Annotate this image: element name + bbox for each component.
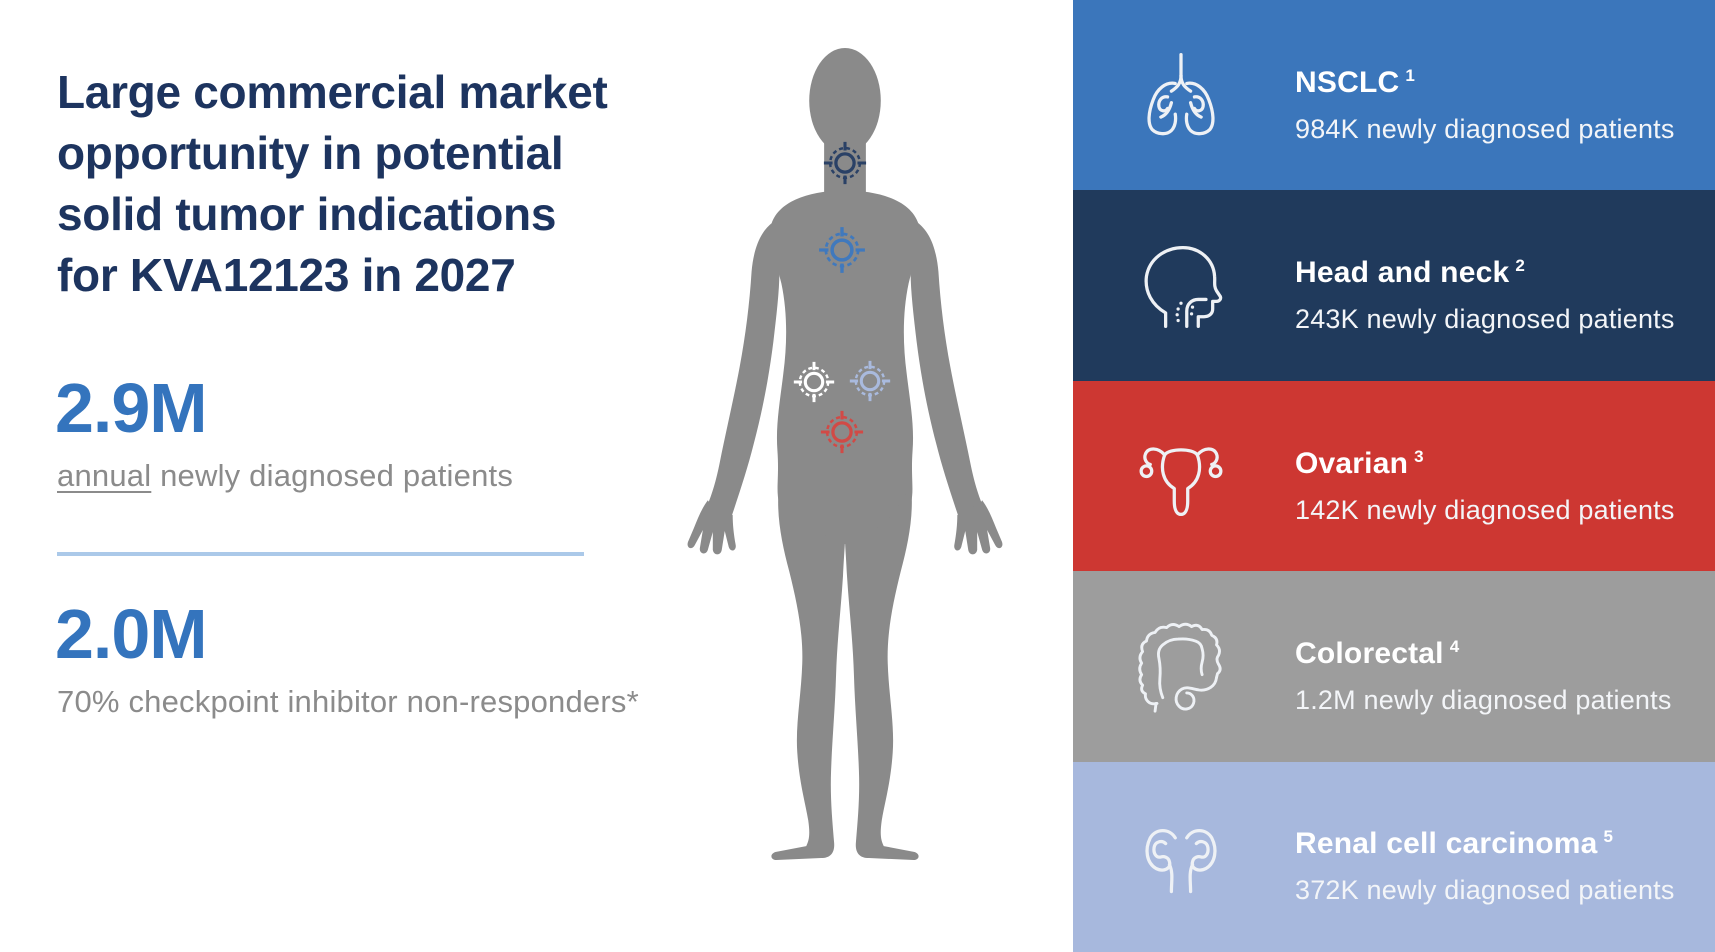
indication-panel: NSCLC 1 984K newly diagnosed patients Hea…: [1073, 0, 1715, 952]
stat-nonresponders-label: 70% checkpoint inhibitor non-responders*: [57, 684, 639, 719]
human-body-silhouette: [687, 47, 1003, 860]
indication-text: Head and neck 2 243K newly diagnosed pati…: [1295, 236, 1675, 335]
indication-name: Head and neck 2: [1295, 256, 1525, 290]
lungs-icon: [1133, 35, 1229, 155]
page-title-line: solid tumor indications: [57, 188, 557, 240]
page-title-line: opportunity in potential: [57, 127, 564, 179]
head-throat-icon: [1133, 226, 1229, 346]
footnote-marker: 3: [1414, 446, 1424, 466]
indication-text: NSCLC 1 984K newly diagnosed patients: [1295, 46, 1675, 145]
footnote-marker: 4: [1449, 636, 1460, 656]
indication-text: Renal cell carcinoma 5 372K newly diagnos…: [1295, 807, 1675, 906]
page-title: Large commercial market opportunity in p…: [57, 62, 608, 306]
footnote-marker: 5: [1603, 827, 1614, 847]
annual-underlined-word: annual: [57, 458, 152, 493]
stat-nonresponders: 2.0M: [55, 595, 208, 673]
indication-band-renal: Renal cell carcinoma 5 372K newly diagnos…: [1073, 761, 1715, 952]
page-title-line: Large commercial market: [57, 66, 608, 118]
indication-name: Ovarian 3: [1295, 446, 1424, 480]
indication-band-head-and-neck: Head and neck 2 243K newly diagnosed pati…: [1073, 190, 1715, 381]
indication-name: NSCLC 1: [1295, 65, 1415, 99]
colon-icon: [1133, 606, 1229, 726]
target-icon-abdomen-left: [792, 360, 836, 404]
stat-total-patients: 2.9M: [55, 369, 208, 447]
indication-band-colorectal: Colorectal 4 1.2M newly diagnosed patient…: [1073, 571, 1715, 762]
footnote-marker: 1: [1405, 65, 1415, 85]
indication-band-ovarian: Ovarian 3 142K newly diagnosed patients: [1073, 380, 1715, 572]
target-icon-neck: [822, 140, 868, 186]
page-title-line: for KVA12123 in 2027: [57, 249, 516, 301]
target-icon-pelvis: [819, 409, 865, 455]
indication-text: Ovarian 3 142K newly diagnosed patients: [1295, 427, 1675, 526]
indication-text: Colorectal 4 1.2M newly diagnosed patient…: [1295, 617, 1672, 716]
indication-name: Renal cell carcinoma 5: [1295, 827, 1614, 861]
indication-stat: 1.2M newly diagnosed patients: [1295, 684, 1672, 715]
kidneys-icon: [1133, 797, 1229, 917]
uterus-icon: [1133, 416, 1229, 536]
indication-stat: 372K newly diagnosed patients: [1295, 875, 1675, 906]
indication-stat: 243K newly diagnosed patients: [1295, 304, 1675, 335]
indication-band-nsclc: NSCLC 1 984K newly diagnosed patients: [1073, 0, 1715, 191]
indication-stat: 984K newly diagnosed patients: [1295, 113, 1675, 144]
target-icon-chest: [817, 225, 867, 275]
indication-name: Colorectal 4: [1295, 636, 1460, 670]
target-icon-abdomen-right: [848, 359, 892, 403]
section-divider: [57, 552, 584, 556]
indication-stat: 142K newly diagnosed patients: [1295, 494, 1675, 525]
stat-total-patients-label: annual newly diagnosed patients: [57, 458, 514, 493]
footnote-marker: 2: [1515, 256, 1525, 276]
